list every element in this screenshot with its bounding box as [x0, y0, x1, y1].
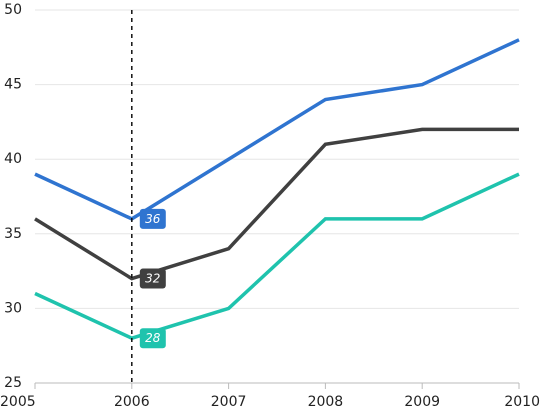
x-tick-label: 2006	[114, 394, 150, 410]
series-line-1	[34, 38, 520, 221]
value-label-text: 32	[145, 272, 160, 286]
y-tick-label: 25	[4, 375, 22, 391]
value-label-text: 36	[145, 212, 161, 226]
x-tick-label: 2010	[504, 394, 540, 410]
y-tick-label: 40	[4, 151, 22, 167]
x-tick-label: 2005	[0, 394, 36, 410]
y-tick-label: 35	[4, 226, 22, 242]
axes: 25 30 35 40 45 50 2005 2006 2007 2008 2009 2010	[0, 2, 540, 410]
series-lines	[34, 38, 520, 341]
series-line-2	[34, 127, 519, 281]
y-tick-label: 45	[4, 77, 22, 93]
series-line-3	[34, 172, 520, 341]
crosshair-value-label: 32	[139, 268, 166, 289]
crosshair-value-label: 36	[139, 208, 166, 229]
value-label-text: 28	[145, 331, 161, 345]
x-tick-label: 2008	[308, 394, 344, 410]
value-label-bg	[139, 208, 166, 229]
x-tick-label: 2007	[211, 394, 247, 410]
grid-lines	[35, 9, 519, 309]
y-tick-label: 30	[4, 300, 22, 316]
y-tick-label: 50	[4, 2, 22, 18]
value-label-bg	[139, 328, 166, 349]
crosshair: 36 32 28	[131, 10, 166, 383]
value-label-bg	[139, 268, 166, 289]
crosshair-value-label: 28	[139, 328, 166, 349]
x-tick-label: 2009	[404, 394, 440, 410]
